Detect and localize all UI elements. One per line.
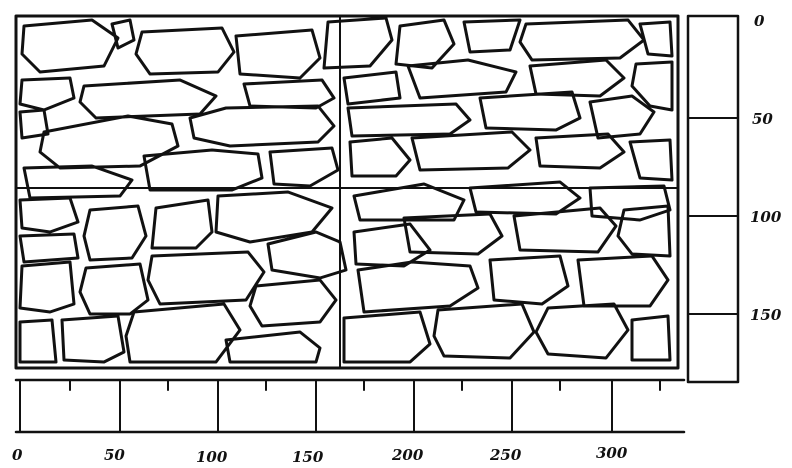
- cell: [352, 182, 466, 222]
- x-tick-label: 250: [489, 446, 522, 464]
- cell: [18, 196, 80, 234]
- y-scale-bar: 0 50 100 150: [686, 12, 782, 384]
- cell: [630, 314, 672, 362]
- cell: [268, 146, 340, 188]
- cell: [322, 16, 394, 70]
- cell: [214, 190, 334, 244]
- cell: [234, 28, 322, 80]
- cell: [18, 232, 80, 264]
- cell: [60, 314, 126, 364]
- y-tick-label: 100: [750, 208, 782, 226]
- cell: [78, 262, 150, 316]
- y-tick-label: 150: [750, 306, 782, 324]
- cell: [628, 138, 674, 182]
- y-tick-label: 50: [752, 110, 773, 128]
- cell: [342, 310, 432, 364]
- cell: [266, 230, 348, 280]
- cell: [82, 204, 148, 262]
- cell: [342, 70, 402, 106]
- x-tick-label: 200: [391, 446, 424, 464]
- cell: [18, 318, 58, 364]
- x-tick-label: 150: [292, 448, 324, 466]
- cell: [468, 180, 582, 216]
- cell: [224, 330, 322, 364]
- cell: [242, 78, 336, 110]
- y-tick-label: 0: [754, 12, 765, 30]
- cell: [488, 254, 570, 306]
- cell: [512, 206, 618, 254]
- cell: [38, 114, 180, 170]
- x-tick-label: 100: [196, 448, 228, 466]
- cell: [22, 164, 134, 200]
- cell: [18, 108, 50, 140]
- x-scale-bar: 0 50 100 150 200 250 300: [12, 378, 686, 466]
- cell: [402, 212, 504, 256]
- cell: [406, 58, 518, 100]
- cell: [534, 132, 626, 170]
- cell: [18, 76, 76, 112]
- cell: [78, 78, 218, 120]
- cell: [518, 18, 646, 62]
- cell: [150, 198, 214, 250]
- cell: [124, 302, 242, 364]
- cell: [478, 90, 582, 132]
- cell: [588, 94, 656, 140]
- panel-border: [14, 14, 680, 370]
- cell: [576, 254, 670, 308]
- cell: [346, 102, 472, 138]
- cell-mosaic: [18, 16, 674, 364]
- cell: [588, 184, 672, 222]
- cell: [638, 20, 674, 58]
- cell: [18, 260, 76, 314]
- cell: [20, 18, 120, 74]
- x-tick-label: 0: [12, 446, 23, 464]
- cell: [528, 58, 626, 98]
- cell: [348, 136, 412, 178]
- cell: [394, 18, 456, 70]
- cell: [110, 18, 136, 50]
- cell: [146, 250, 266, 306]
- cell: [432, 302, 536, 360]
- cell: [462, 18, 522, 54]
- x-tick-label: 50: [104, 446, 125, 464]
- x-tick-label: 300: [596, 444, 628, 462]
- cell: [248, 278, 338, 328]
- cell: [410, 130, 532, 172]
- cell: [356, 260, 480, 314]
- cell: [630, 60, 674, 112]
- cell: [534, 302, 630, 360]
- y-scale-bar-frame: [686, 14, 740, 384]
- cell: [188, 104, 336, 148]
- cell: [142, 148, 264, 192]
- cell: [134, 26, 236, 76]
- cell: [352, 222, 432, 268]
